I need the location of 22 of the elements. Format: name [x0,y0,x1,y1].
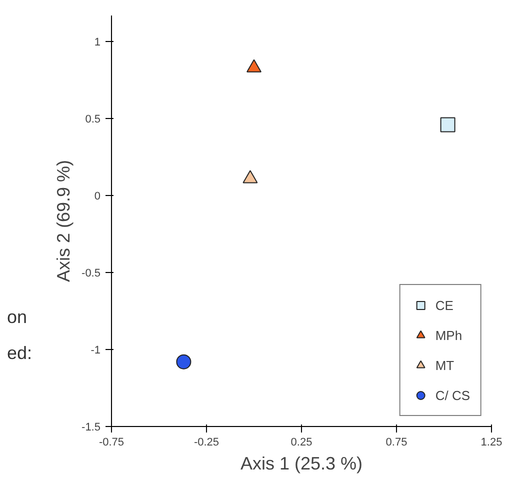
legend-label: C/ CS [435,388,470,402]
legend-label: MT [435,358,456,372]
point [246,59,262,72]
x-tick-label: -0.25 [194,436,220,448]
point [176,354,192,370]
text: on [7,306,28,329]
x-tick-label: 0.25 [290,436,312,448]
x-axis-title: Axis 1 (25.3 %) [240,454,363,474]
x-tick-label: 0.75 [386,436,408,448]
y-tick-label: -1.5 [82,422,101,434]
y-tick-label: 0.5 [85,114,101,126]
text: ed: [7,342,32,365]
y-tick-label: 0 [94,190,101,203]
legend-label: CE [435,298,454,312]
point [242,170,258,184]
legend-label: MPh [435,328,462,342]
y-axis-title: Axis 2 (69.9 %) [54,160,74,282]
y-tick-label: -0.5 [82,268,101,280]
y-tick-label: -1 [90,344,100,357]
x-tick-label: 1.25 [480,436,502,448]
y-tick-label: 1 [94,36,101,49]
x-tick-label: -0.75 [98,436,124,448]
